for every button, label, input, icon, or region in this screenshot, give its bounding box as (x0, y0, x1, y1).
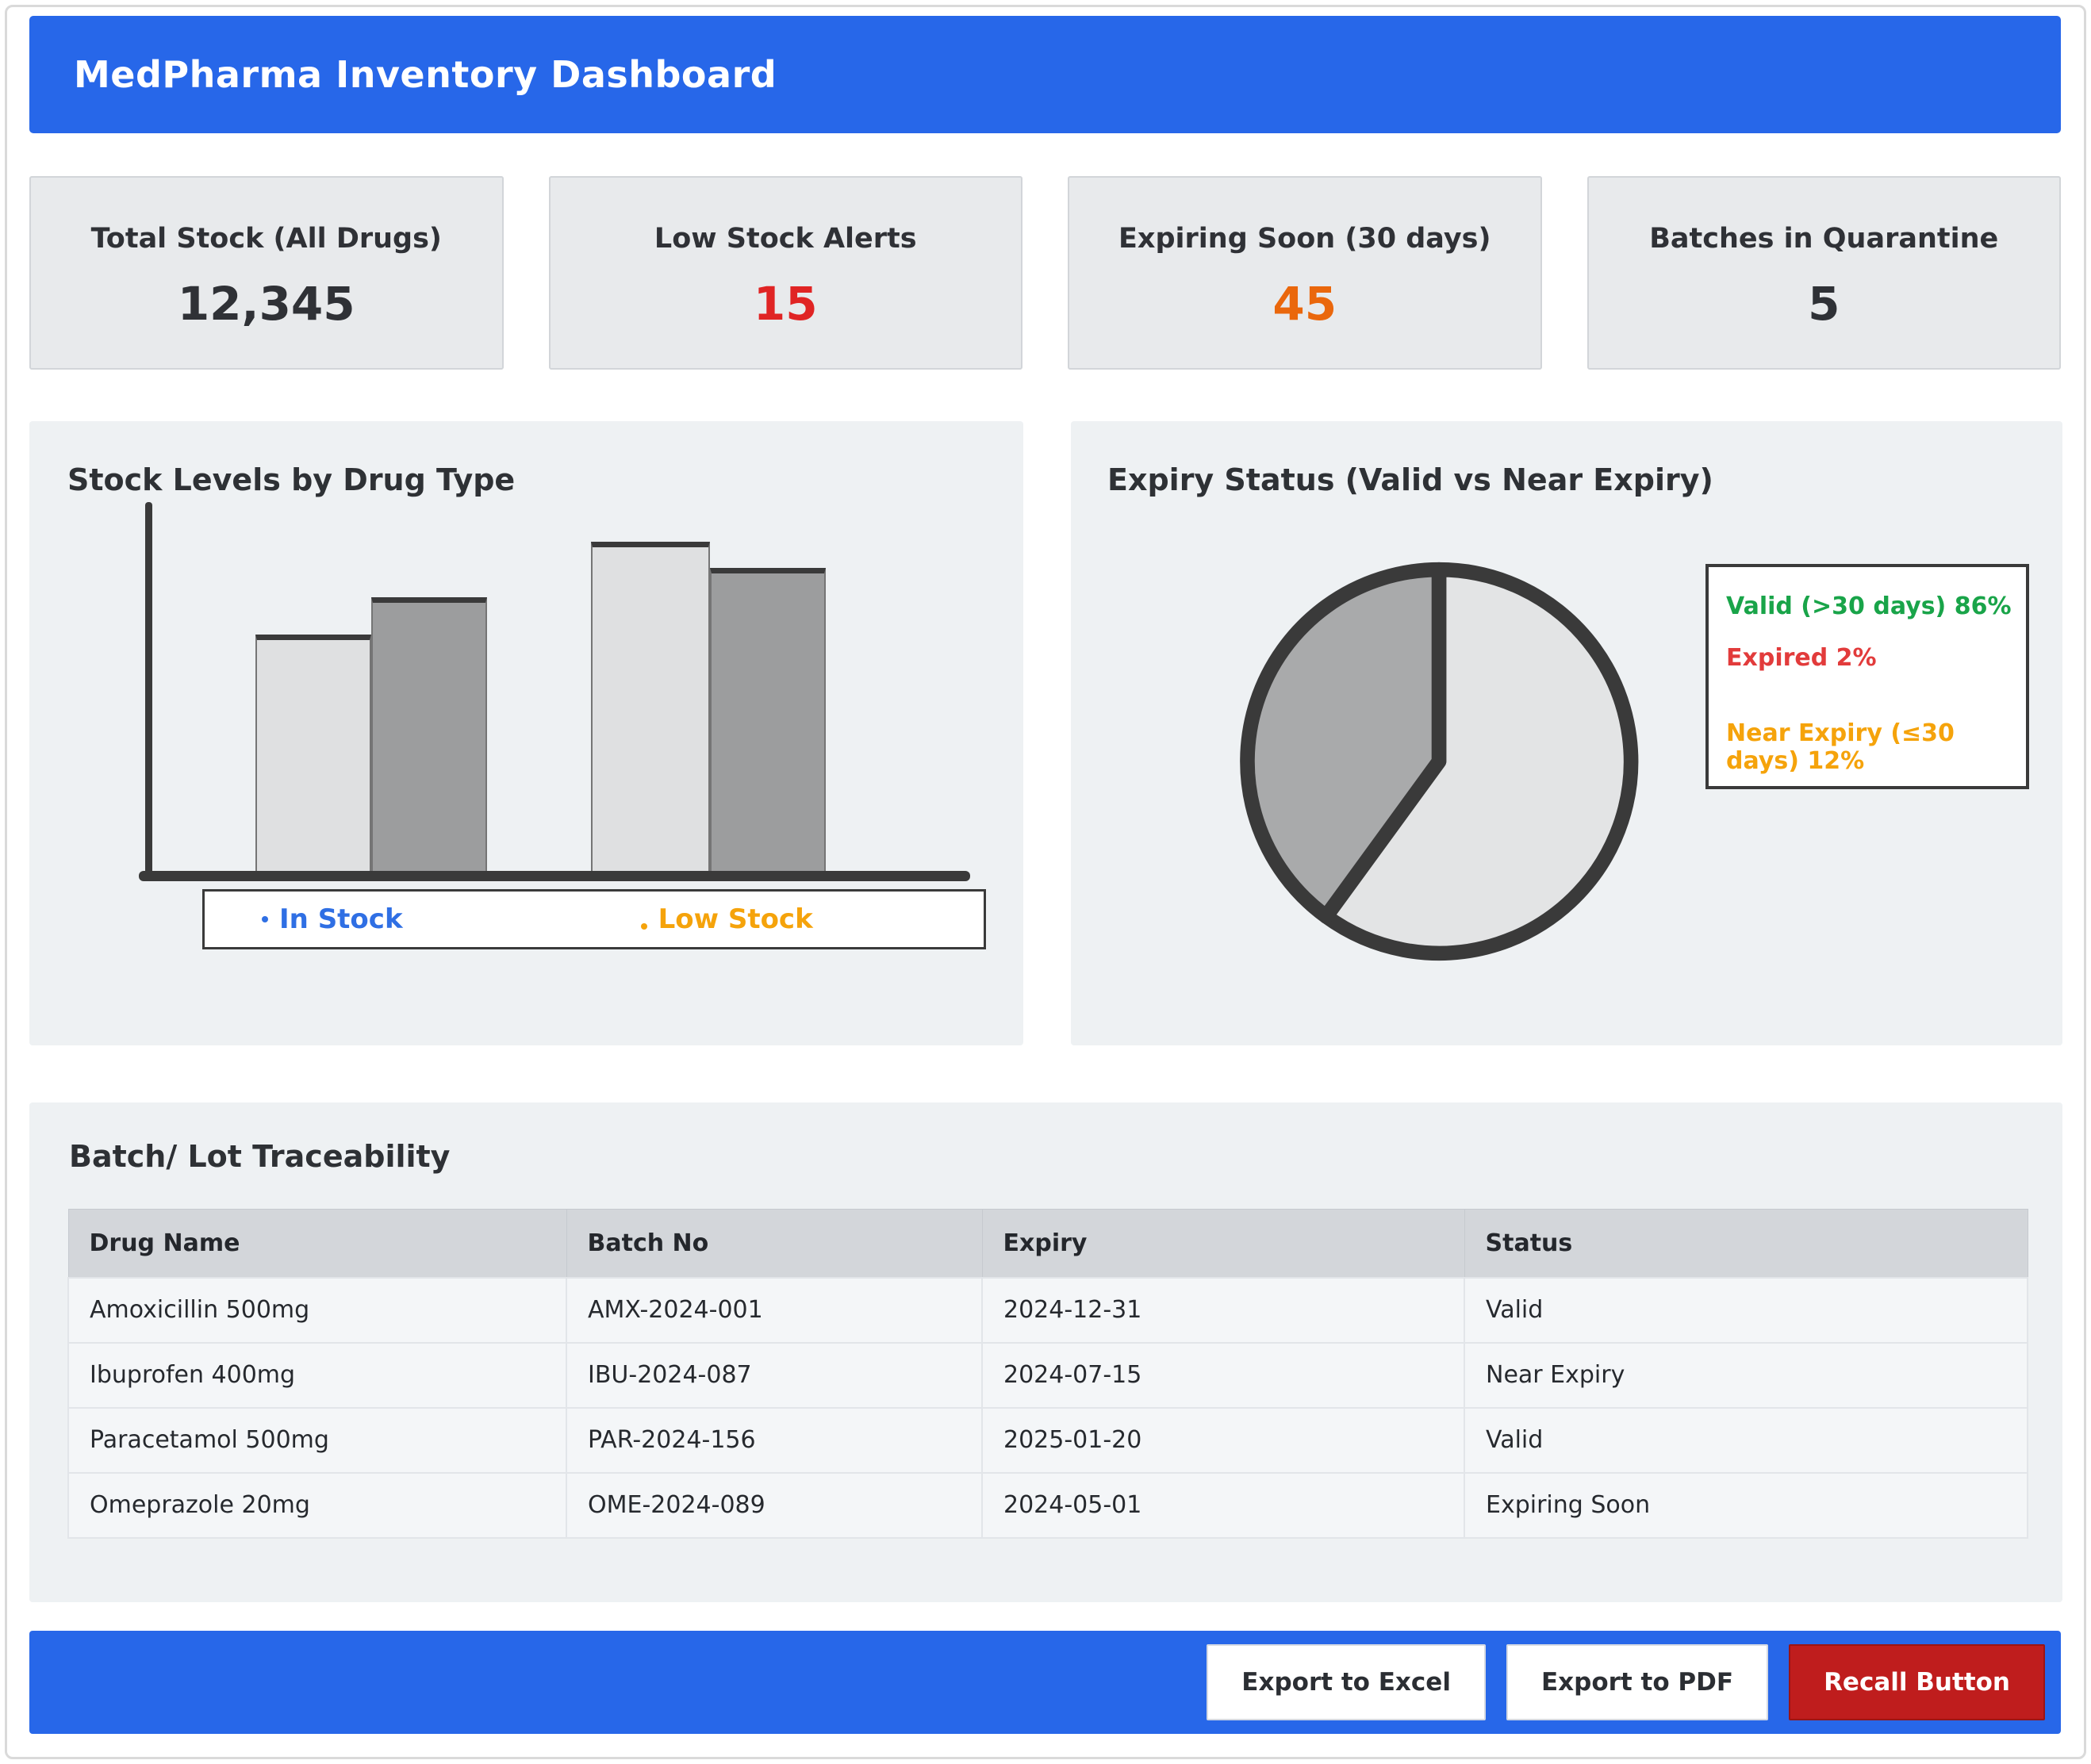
pie-chart (1240, 562, 1639, 961)
cell-expiry: 2024-12-31 (981, 1276, 1465, 1344)
footer-bar: Export to Excel Export to PDF Recall But… (29, 1631, 2061, 1734)
legend-label-in-stock: In Stock (279, 903, 403, 935)
in-stock-legend-dot-icon (262, 916, 268, 922)
cell-drug-name: Amoxicillin 500mg (67, 1276, 567, 1344)
column-header-drug-name: Drug Name (67, 1209, 567, 1278)
export-excel-button[interactable]: Export to Excel (1207, 1644, 1486, 1720)
low-stock-legend-dot-icon (640, 923, 647, 930)
column-header-batch-no: Batch No (566, 1209, 983, 1278)
cell-drug-name: Omeprazole 20mg (67, 1471, 567, 1539)
table-header-row: Drug Name Batch No Expiry Status (67, 1209, 2028, 1278)
stock-chart-panel: Stock Levels by Drug Type In Stock Low S… (29, 421, 1023, 1045)
export-pdf-button[interactable]: Export to PDF (1506, 1644, 1769, 1720)
table-row: Omeprazole 20mg OME-2024-089 2024-05-01 … (67, 1471, 2028, 1539)
kpi-label: Batches in Quarantine (1649, 223, 1999, 255)
table-row: Amoxicillin 500mg AMX-2024-001 2024-12-3… (67, 1276, 2028, 1344)
cell-status: Valid (1464, 1276, 2028, 1344)
legend-expired: Expired 2% (1726, 644, 1877, 672)
header-bar: MedPharma Inventory Dashboard (29, 16, 2061, 133)
kpi-card-low-stock-alerts: Low Stock Alerts 15 (548, 176, 1022, 370)
bar-low-stock-group2 (710, 567, 826, 876)
legend-label-low-stock: Low Stock (658, 903, 813, 935)
kpi-label: Total Stock (All Drugs) (90, 223, 442, 255)
pie-slice-near-expiry (1240, 562, 1447, 924)
bar-plot-area (29, 504, 1023, 876)
expiry-legend-box: Valid (>30 days) 86% Expired 2% Near Exp… (1705, 564, 2029, 789)
kpi-card-quarantine: Batches in Quarantine 5 (1586, 176, 2061, 370)
cell-drug-name: Paracetamol 500mg (67, 1406, 567, 1474)
kpi-card-total-stock: Total Stock (All Drugs) 12,345 (29, 176, 504, 370)
batch-table-title: Batch/ Lot Traceability (69, 1139, 451, 1174)
cell-batch-no: PAR-2024-156 (566, 1406, 983, 1474)
legend-item-low-stock: Low Stock (640, 903, 813, 935)
bar-in-stock-group2 (591, 541, 710, 876)
cell-status: Near Expiry (1464, 1341, 2028, 1409)
cell-batch-no: OME-2024-089 (566, 1471, 983, 1539)
batch-table: Drug Name Batch No Expiry Status Amoxici… (67, 1209, 2028, 1539)
column-header-expiry: Expiry (981, 1209, 1465, 1278)
recall-button[interactable]: Recall Button (1789, 1644, 2045, 1720)
cell-expiry: 2024-05-01 (981, 1471, 1465, 1539)
legend-near-expiry: Near Expiry (≤30 days) 12% (1726, 719, 1955, 775)
kpi-value: 5 (1808, 277, 1840, 331)
y-axis (145, 502, 152, 881)
expiry-chart-title: Expiry Status (Valid vs Near Expiry) (1107, 462, 1713, 497)
cell-drug-name: Ibuprofen 400mg (67, 1341, 567, 1409)
cell-expiry: 2024-07-15 (981, 1341, 1465, 1409)
legend-item-in-stock: In Stock (262, 903, 403, 935)
bar-low-stock-group1 (371, 597, 487, 876)
kpi-value: 15 (753, 277, 818, 331)
kpi-card-expiring-soon: Expiring Soon (30 days) 45 (1068, 176, 1542, 370)
batch-table-panel: Batch/ Lot Traceability Drug Name Batch … (29, 1102, 2062, 1602)
pie-slice-valid (1318, 562, 1639, 961)
cell-expiry: 2025-01-20 (981, 1406, 1465, 1474)
table-row: Ibuprofen 400mg IBU-2024-087 2024-07-15 … (67, 1341, 2028, 1409)
kpi-value: 12,345 (177, 277, 355, 331)
column-header-status: Status (1464, 1209, 2028, 1278)
dashboard-title: MedPharma Inventory Dashboard (74, 53, 777, 96)
expiry-chart-panel: Expiry Status (Valid vs Near Expiry) Val… (1071, 421, 2062, 1045)
table-row: Paracetamol 500mg PAR-2024-156 2025-01-2… (67, 1406, 2028, 1474)
cell-status: Expiring Soon (1464, 1471, 2028, 1539)
x-axis (139, 871, 970, 881)
cell-status: Valid (1464, 1406, 2028, 1474)
bar-in-stock-group1 (255, 634, 371, 876)
kpi-row: Total Stock (All Drugs) 12,345 Low Stock… (29, 176, 2061, 374)
cell-batch-no: AMX-2024-001 (566, 1276, 983, 1344)
kpi-label: Expiring Soon (30 days) (1118, 223, 1491, 255)
legend-valid: Valid (>30 days) 86% (1726, 592, 2012, 620)
kpi-label: Low Stock Alerts (654, 223, 917, 255)
stock-chart-title: Stock Levels by Drug Type (67, 462, 516, 497)
cell-batch-no: IBU-2024-087 (566, 1341, 983, 1409)
kpi-value: 45 (1272, 277, 1337, 331)
stock-chart-legend: In Stock Low Stock (202, 889, 986, 949)
